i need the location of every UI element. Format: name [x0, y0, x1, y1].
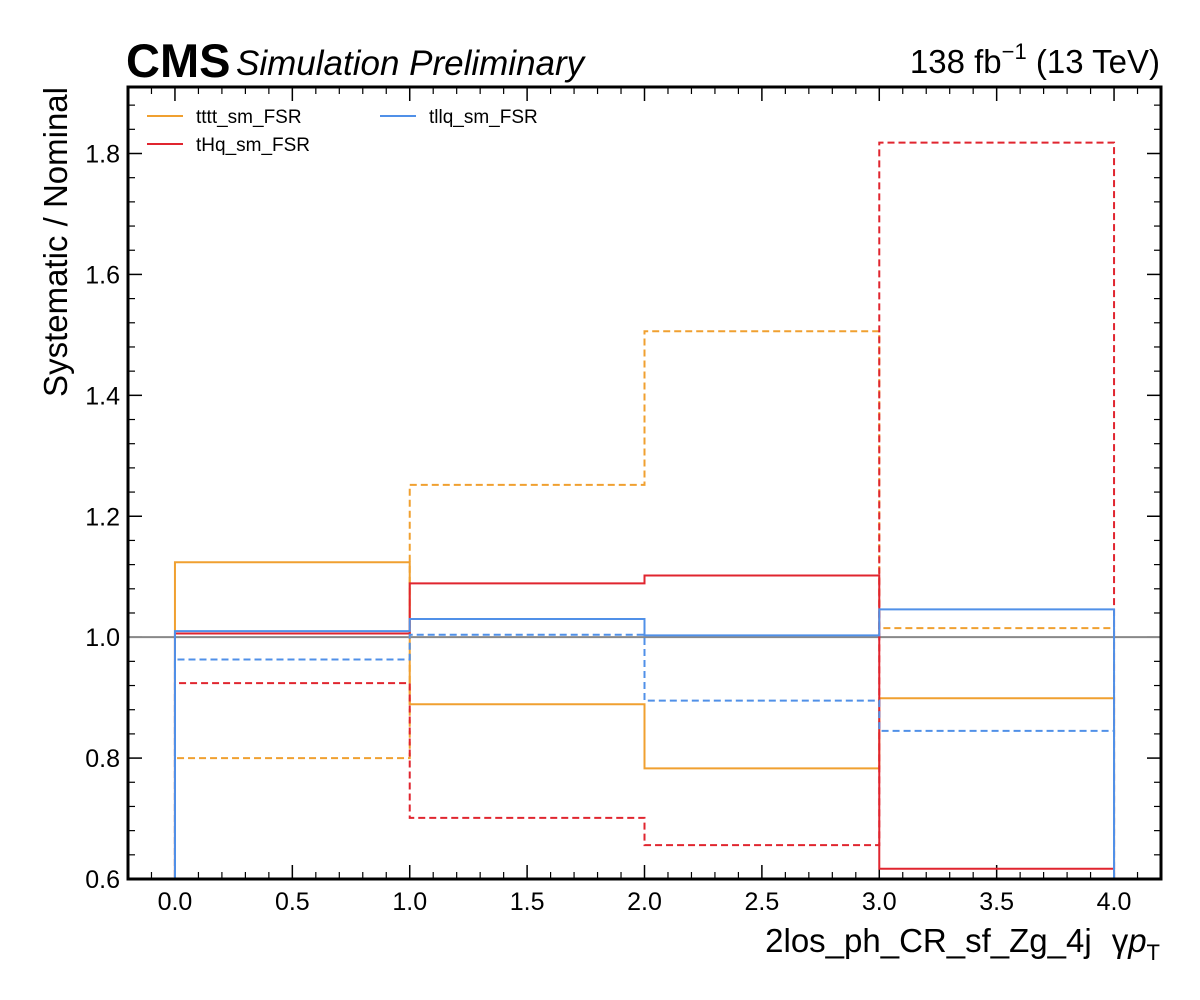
x-tick-label: 2.5 — [745, 888, 780, 916]
x-axis-label-main: 2los_ph_CR_sf_Zg_4j — [765, 922, 1092, 959]
y-tick-label: 1.6 — [85, 261, 120, 289]
legend-entry: tttt_sm_FSR — [196, 107, 302, 128]
y-axis-label: Systematic / Nominal — [37, 87, 74, 397]
y-tick-label: 0.6 — [85, 866, 120, 894]
energy-label: (13 TeV) — [1027, 43, 1160, 80]
y-tick-label: 1.2 — [85, 503, 120, 531]
series-tHq-sm-FSR-solid — [173, 574, 1116, 879]
x-tick-label: 1.5 — [510, 888, 545, 916]
plot-area — [128, 141, 1161, 879]
y-tick-label: 1.0 — [85, 624, 120, 652]
plot-frame — [126, 85, 1163, 881]
lumi-value: 138 fb — [910, 43, 1002, 80]
tag-label: Simulation Preliminary — [236, 44, 587, 83]
x-tick-label: 0.5 — [275, 888, 310, 916]
x-tick-label: 0.0 — [158, 888, 193, 916]
legend: tttt_sm_FSR tHq_sm_FSR tllq_sm_FSR — [147, 107, 538, 156]
x-tick-label: 1.0 — [392, 888, 427, 916]
series-unnamed-dashed — [173, 141, 1116, 879]
legend-entry: tHq_sm_FSR — [196, 135, 310, 156]
series-tttt-sm-FSR-solid — [173, 561, 1116, 879]
x-tick-label: 3.5 — [979, 888, 1014, 916]
series-unnamed-dashed — [173, 633, 1116, 879]
x-axis-label-p: p — [1127, 922, 1146, 959]
x-tick-label: 2.0 — [627, 888, 662, 916]
y-tick-label: 1.8 — [85, 141, 120, 169]
x-axis-label: 2los_ph_CR_sf_Zg_4j γpT — [765, 922, 1160, 965]
axis-tick-labels: 0.0 0.5 1.0 1.5 2.0 2.5 3.0 3.5 4.0 0.6 0.8 1.0 1.2 1… — [85, 141, 1131, 916]
x-axis-label-sub: T — [1147, 940, 1160, 965]
legend-entry: tllq_sm_FSR — [429, 107, 538, 128]
x-axis-label-gamma: γ — [1112, 922, 1129, 959]
series-tllq-sm-FSR-solid — [173, 608, 1116, 879]
y-tick-label: 0.8 — [85, 745, 120, 773]
y-tick-label: 1.4 — [85, 382, 120, 410]
series-unnamed-dashed — [173, 330, 1116, 879]
x-tick-label: 3.0 — [862, 888, 897, 916]
lumi-label: 138 fb−1 (13 TeV) — [910, 39, 1160, 80]
experiment-label: CMS — [126, 34, 230, 87]
lumi-exponent: −1 — [1002, 39, 1027, 64]
x-tick-label: 4.0 — [1097, 888, 1132, 916]
